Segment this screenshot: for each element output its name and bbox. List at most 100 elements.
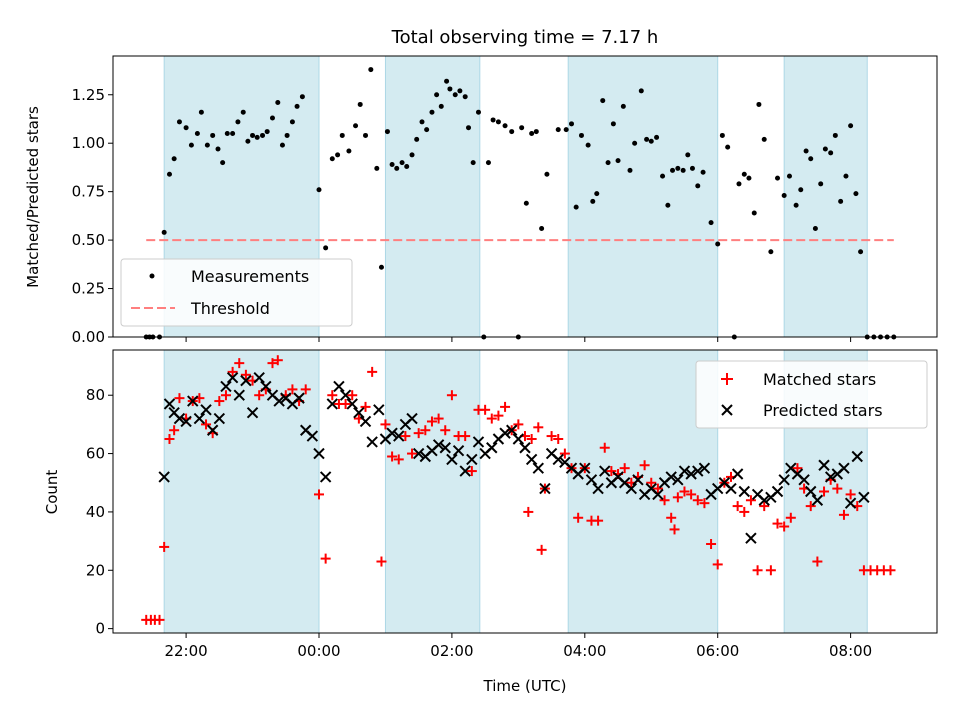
measurement-point-18 [235,119,241,125]
matched-point-60 [526,433,537,444]
predicted-point-56 [525,453,538,466]
measurement-point-38 [353,123,359,129]
matched-point-27 [314,489,324,500]
top-y-ticks: 0.00 0.25 0.50 0.75 1.00 1.25 [72,86,113,346]
matched-point-95 [745,495,756,506]
predicted-point-35 [386,427,398,439]
matched-point-14 [220,390,231,401]
matched-point-52 [480,404,491,415]
predicted-point-89 [745,532,757,544]
matched-point-49 [460,431,471,442]
predicted-point-0 [158,471,170,483]
legend-matched-label: Matched stars [763,370,876,389]
measurement-point-121 [798,187,804,193]
measurement-point-33 [323,245,329,251]
bottom-legend: Matched stars Predicted stars [695,360,928,429]
matched-point-19 [254,390,265,401]
matched-point-75 [619,463,630,474]
predicted-point-72 [632,474,644,486]
measurement-point-66 [490,117,496,123]
matched-point-90 [712,559,723,570]
matched-point-46 [440,425,451,436]
predicted-point-50 [486,442,498,454]
top-ytick-label-0: 0.00 [72,328,105,346]
matched-point-47 [446,390,457,401]
measurement-point-8 [183,125,189,131]
axes-spines [112,349,938,634]
measurement-point-87 [610,121,616,127]
measurement-point-71 [519,125,525,131]
measurement-point-41 [368,67,374,73]
matched-point-13 [214,396,225,407]
matched-point-38 [387,451,398,462]
legend-predicted-label: Predicted stars [763,401,883,420]
measurement-point-123 [808,156,814,162]
matched-point-6 [169,425,180,436]
measurement-point-68 [502,123,508,129]
measurement-point-129 [838,198,844,204]
predicted-point-78 [672,474,684,486]
matched-point-34 [360,401,371,412]
predicted-point-99 [811,494,824,506]
predicted-point-6 [193,412,206,425]
matched-point-29 [327,390,338,401]
measurement-point-29 [289,119,295,125]
bottom-xtick-label-1: 00:00 [297,642,340,660]
predicted-point-94 [778,474,790,486]
matched-point-81 [659,495,670,506]
predicted-point-12 [233,389,245,401]
predicted-point-97 [798,474,810,486]
matched-point-39 [393,454,404,465]
matched-star-points [141,355,896,625]
measurement-point-86 [605,160,611,166]
bottom-xtick-label-2: 02:00 [430,642,473,660]
measurement-point-115 [761,136,767,142]
matched-point-40 [400,431,411,442]
bottom-ytick-label-1: 20 [86,561,105,579]
predicted-point-42 [432,439,445,451]
measurement-point-108 [725,144,731,150]
predicted-point-79 [678,465,691,477]
measurement-point-51 [419,119,425,125]
bottom-y-ticks: 0 20 40 60 80 [86,386,113,638]
predicted-point-106 [858,491,870,504]
bottom-ytick-label-0: 0 [95,620,105,638]
predicted-point-67 [599,465,611,477]
matched-point-104 [805,501,816,512]
measurement-point-94 [648,138,654,144]
matched-point-7 [174,393,185,404]
predicted-point-53 [506,424,518,436]
predicted-point-55 [519,442,531,454]
predicted-point-80 [685,468,697,480]
predicted-point-91 [758,494,770,506]
measurement-point-16 [224,131,230,137]
matched-point-110 [845,489,856,500]
matched-point-93 [732,501,743,512]
measurement-point-132 [853,191,859,197]
axes-spines [112,55,938,338]
predicted-point-33 [373,404,385,416]
matched-point-57 [513,419,524,430]
predicted-point-104 [844,497,857,509]
predicted-point-14 [246,407,259,419]
measurement-point-25 [269,115,275,121]
measurement-point-13 [210,132,216,138]
bottom-xtick-label-0: 22:00 [164,642,207,660]
measurement-point-99 [675,165,681,171]
measurement-point-83 [590,198,596,204]
measurement-point-111 [741,171,747,177]
matched-point-86 [686,489,697,500]
matched-point-28 [320,553,331,564]
predicted-point-77 [665,471,677,483]
measurement-point-107 [719,132,725,138]
matched-point-54 [493,410,504,421]
predicted-point-43 [439,442,451,454]
measurement-point-85 [600,98,606,104]
bottom-ytick-label-3: 60 [86,445,105,463]
measurement-point-131 [848,123,854,129]
predicted-point-58 [539,482,551,495]
matched-point-62 [536,544,547,555]
measurement-point-28 [284,132,290,138]
legend-measurements-label: Measurements [191,267,309,286]
matched-point-73 [606,466,617,477]
